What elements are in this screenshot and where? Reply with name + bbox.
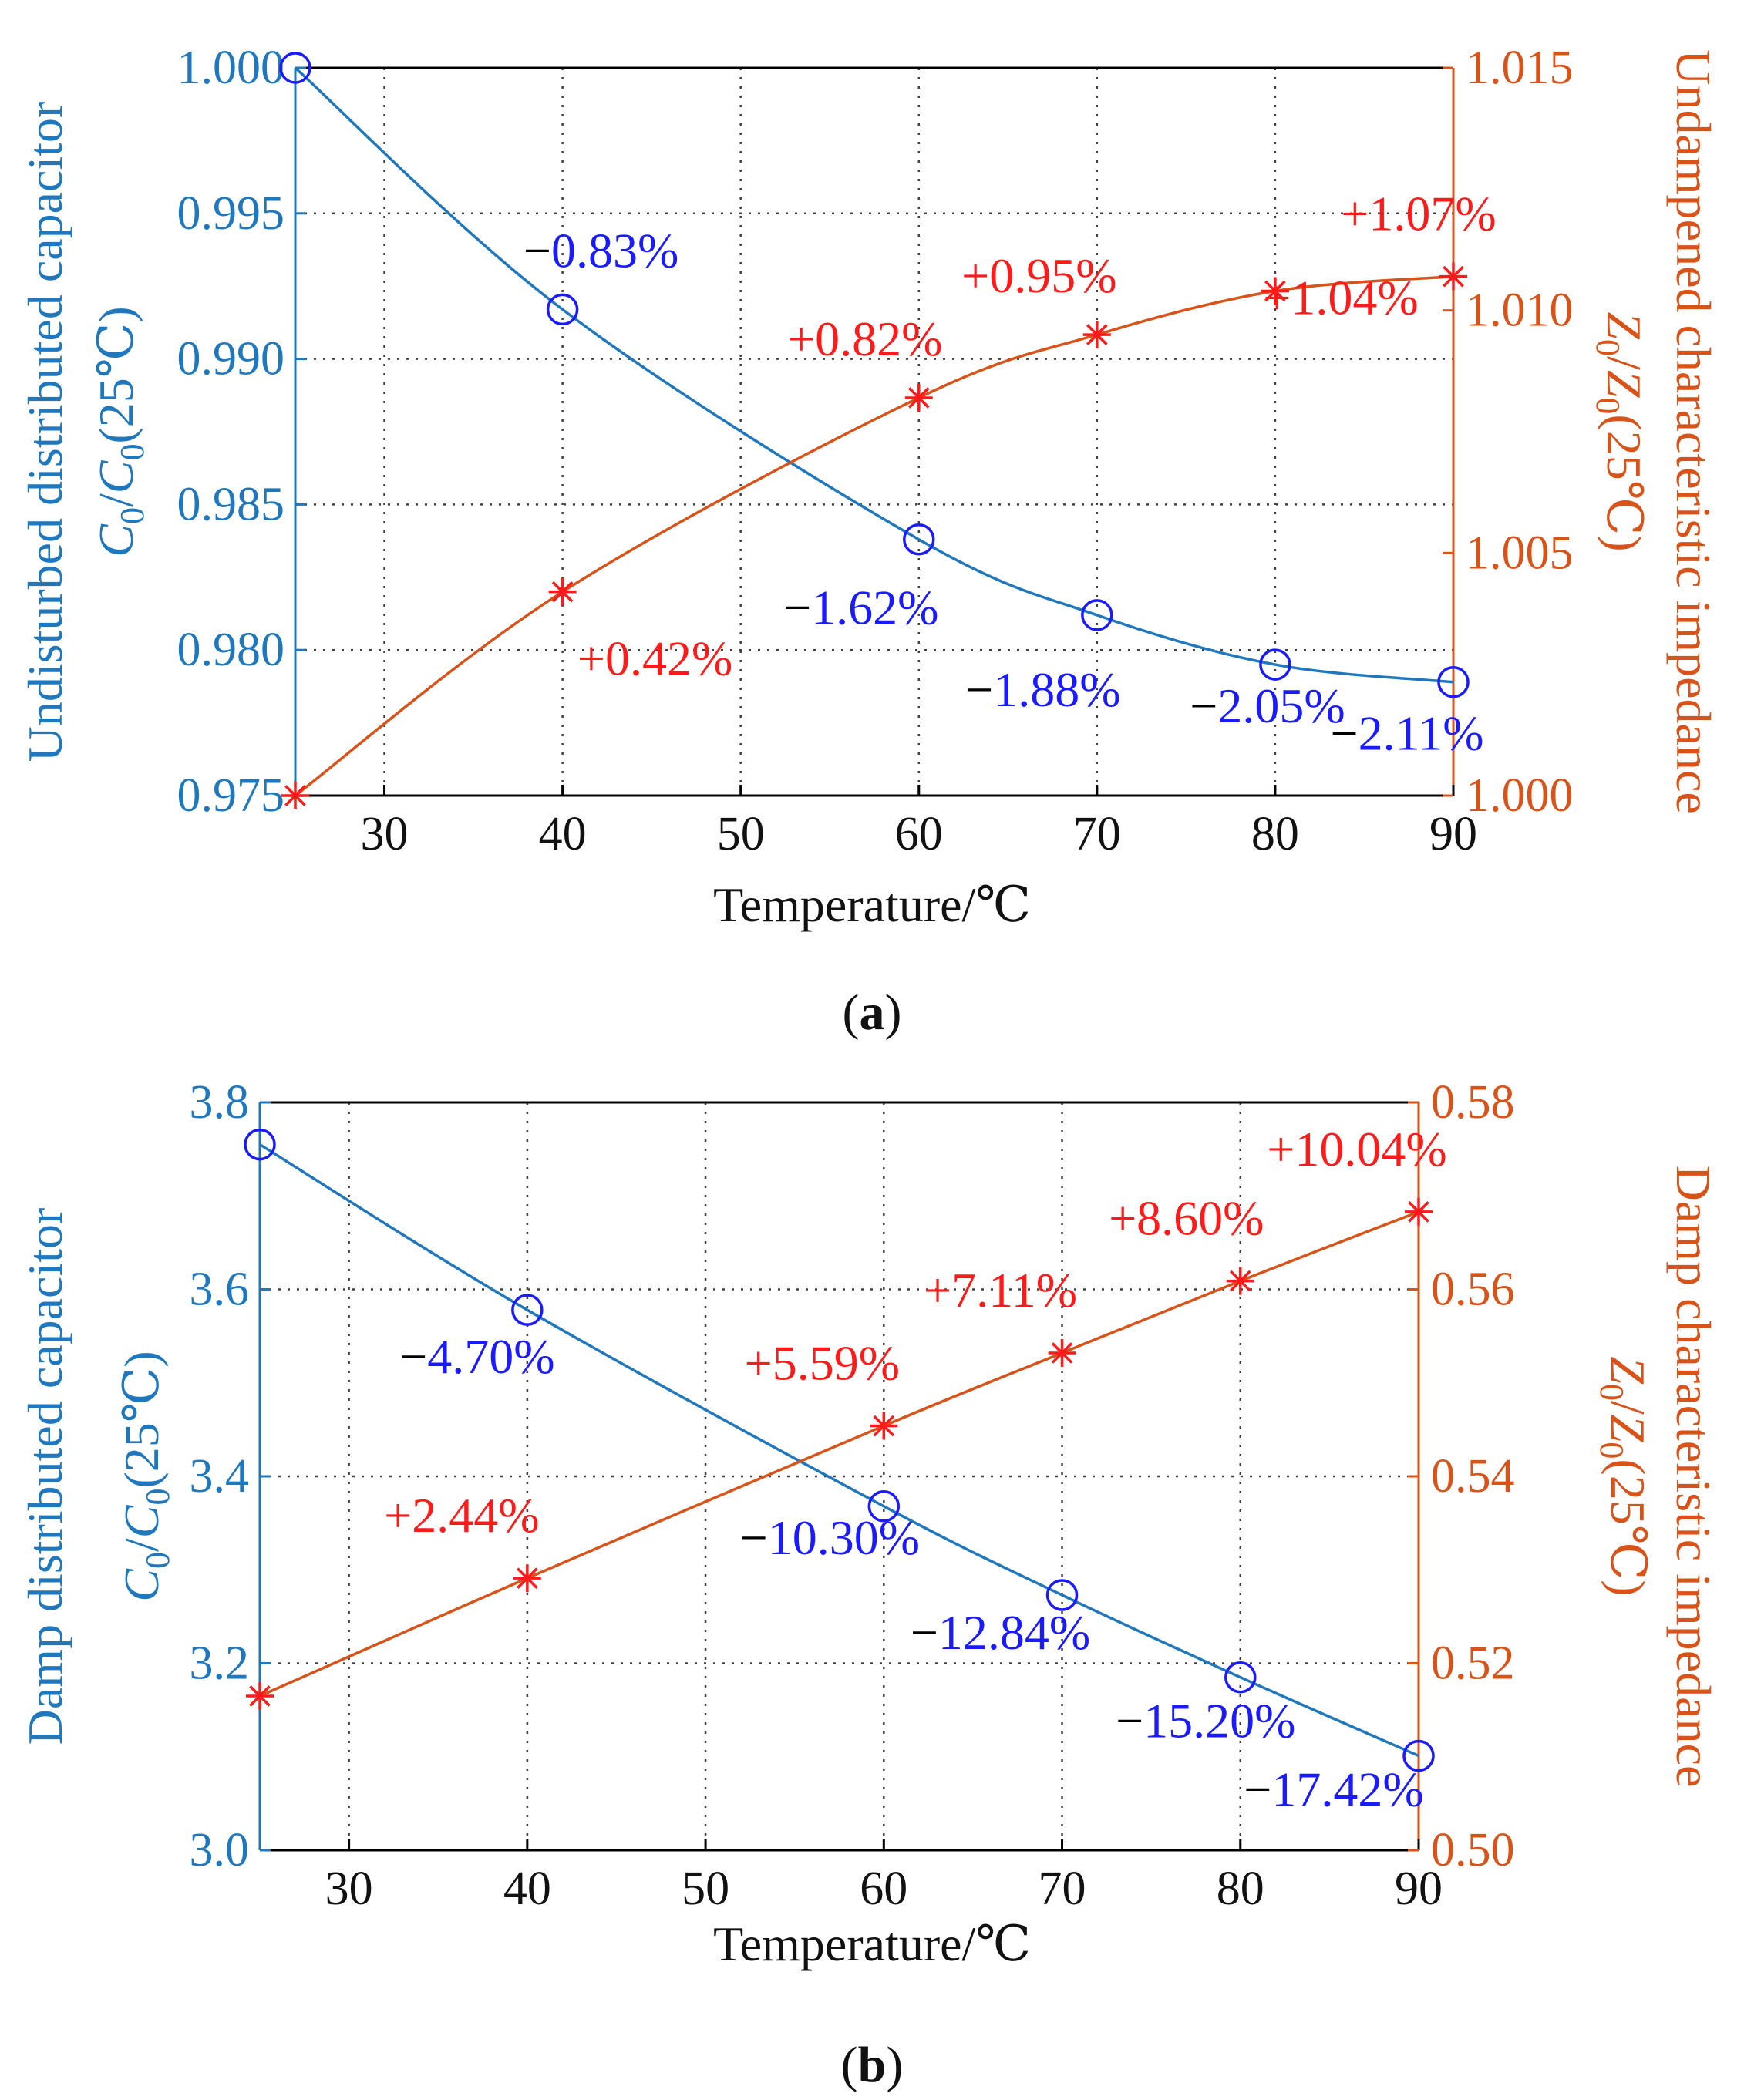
impedance-data-label: +8.60%: [1109, 1191, 1264, 1246]
left-y-tick-label: 0.975: [177, 769, 285, 822]
impedance-data-point: [1405, 1197, 1433, 1226]
capacitor-data-label: −2.11%: [1330, 706, 1483, 761]
right-y-tick-label: 0.58: [1431, 1076, 1515, 1129]
left-y-tick-label: 3.0: [190, 1824, 250, 1876]
left-axis-title: Undisturbed distributed capacitor: [18, 102, 72, 762]
right-y-tick-label: 1.010: [1466, 284, 1574, 337]
left-y-tick-label: 0.985: [177, 478, 285, 530]
left-y-tick-label: 0.995: [177, 187, 285, 240]
x-tick-label: 80: [1217, 1863, 1264, 1915]
impedance-data-point: [548, 577, 577, 606]
capacitor-data-point: [279, 52, 311, 84]
left-y-tick-label: 3.8: [190, 1076, 250, 1129]
impedance-data-label: +0.82%: [787, 311, 942, 366]
right-y-tick-label: 1.015: [1466, 42, 1574, 94]
impedance-data-label: +7.11%: [924, 1263, 1077, 1318]
right-y-tick-label: 0.56: [1431, 1264, 1515, 1316]
capacitor-data-label: −2.05%: [1190, 678, 1345, 733]
capacitor-data-point: [1402, 1739, 1435, 1772]
capacitor-data-label: −4.70%: [399, 1329, 554, 1384]
impedance-data-label: +1.07%: [1341, 187, 1496, 241]
x-tick-label: 80: [1251, 808, 1299, 860]
x-tick-label: 70: [1039, 1863, 1086, 1915]
left-y-tick-label: 3.6: [190, 1264, 250, 1316]
x-tick-label: 50: [717, 808, 765, 860]
x-tick-label: 30: [325, 1863, 373, 1915]
capacitor-data-label: −12.84%: [911, 1605, 1090, 1660]
left-axis-subtitle: C0/C0(25℃): [114, 1351, 177, 1601]
right-y-tick-label: 1.000: [1466, 769, 1574, 822]
capacitor-data-label: −15.20%: [1116, 1694, 1295, 1748]
left-axis-title: Damp distributed capacitor: [18, 1208, 72, 1745]
left-y-tick-label: 1.000: [177, 42, 285, 94]
x-tick-label: 90: [1395, 1863, 1443, 1915]
capacitor-data-point: [1081, 599, 1113, 631]
capacitor-data-point: [903, 523, 935, 556]
capacitor-data-point: [546, 293, 579, 326]
capacitor-data-point: [867, 1490, 901, 1523]
panel-caption: (a): [843, 984, 902, 1041]
capacitor-data-label: −1.62%: [783, 581, 938, 635]
x-tick-label: 30: [361, 808, 409, 860]
impedance-data-point: [1048, 1338, 1076, 1367]
capacitor-data-point: [511, 1294, 544, 1326]
chart-panel-b: 30 40 50 60 70 80 90 3.0 3.2 3.4 3.6 3.8 0.50 0.52 0.5…: [18, 1076, 1721, 2093]
right-axis-title: Damp characteristic impedance: [1666, 1166, 1721, 1788]
right-y-tick-label: 1.005: [1466, 527, 1574, 579]
impedance-data-point: [1226, 1267, 1254, 1295]
panel-caption: (b): [841, 2037, 904, 2093]
impedance-data-label: +0.95%: [961, 248, 1116, 303]
right-axis-subtitle: Z0/Z0(25℃): [1589, 311, 1651, 551]
impedance-data-label: +2.44%: [384, 1488, 539, 1543]
impedance-data-point: [1082, 321, 1111, 349]
chart-panel-a: 30 40 50 60 70 80 90 0.975 0.980 0.985 0.990 0.995 1…: [18, 42, 1721, 1041]
right-axis-title: Undampened characteristic impedance: [1666, 49, 1721, 814]
x-axis-title: Temperature/℃: [713, 1917, 1031, 1971]
right-axis-subtitle: Z0/Z0(25℃): [1593, 1356, 1655, 1596]
impedance-data-label: +10.04%: [1267, 1122, 1446, 1176]
right-y-tick-label: 0.52: [1431, 1637, 1515, 1690]
capacitor-data-label: −0.83%: [524, 223, 678, 278]
capacitor-data-label: −17.42%: [1244, 1762, 1423, 1817]
impedance-data-label: +5.59%: [745, 1336, 900, 1391]
impedance-data-point: [246, 1681, 274, 1710]
left-y-tick-label: 3.2: [190, 1637, 250, 1690]
left-axis-subtitle: C0/C0(25℃): [89, 306, 151, 557]
capacitor-data-point: [1045, 1579, 1079, 1611]
x-tick-label: 60: [895, 808, 943, 860]
left-y-tick-label: 3.4: [190, 1450, 250, 1503]
x-tick-label: 50: [682, 1863, 729, 1915]
impedance-data-point: [281, 782, 309, 809]
x-tick-label: 40: [539, 808, 587, 860]
impedance-data-label: +0.42%: [577, 631, 732, 686]
capacitor-data-point: [244, 1128, 276, 1161]
capacitor-data-point: [1224, 1661, 1257, 1694]
capacitor-data-point: [1259, 648, 1291, 681]
x-tick-label: 40: [503, 1863, 551, 1915]
impedance-data-point: [904, 383, 933, 412]
x-axis-title: Temperature/℃: [713, 877, 1031, 932]
impedance-data-point: [870, 1412, 898, 1440]
left-y-tick-label: 0.990: [177, 333, 285, 385]
impedance-data-point: [513, 1564, 541, 1593]
x-tick-label: 60: [860, 1863, 907, 1915]
left-y-tick-label: 0.980: [177, 624, 285, 676]
right-y-tick-label: 0.54: [1431, 1450, 1515, 1503]
capacitor-series-line: [294, 66, 1454, 684]
x-tick-label: 90: [1429, 808, 1477, 860]
impedance-data-point: [1261, 277, 1289, 305]
capacitor-data-label: −1.88%: [965, 662, 1120, 717]
impedance-data-label: +1.04%: [1263, 270, 1418, 325]
capacitor-data-point: [1437, 665, 1470, 698]
right-y-tick-label: 0.50: [1431, 1824, 1515, 1876]
impedance-data-point: [1439, 262, 1467, 291]
x-tick-label: 70: [1073, 808, 1121, 860]
capacitor-series-line: [259, 1143, 1419, 1758]
capacitor-data-label: −10.30%: [740, 1510, 920, 1565]
